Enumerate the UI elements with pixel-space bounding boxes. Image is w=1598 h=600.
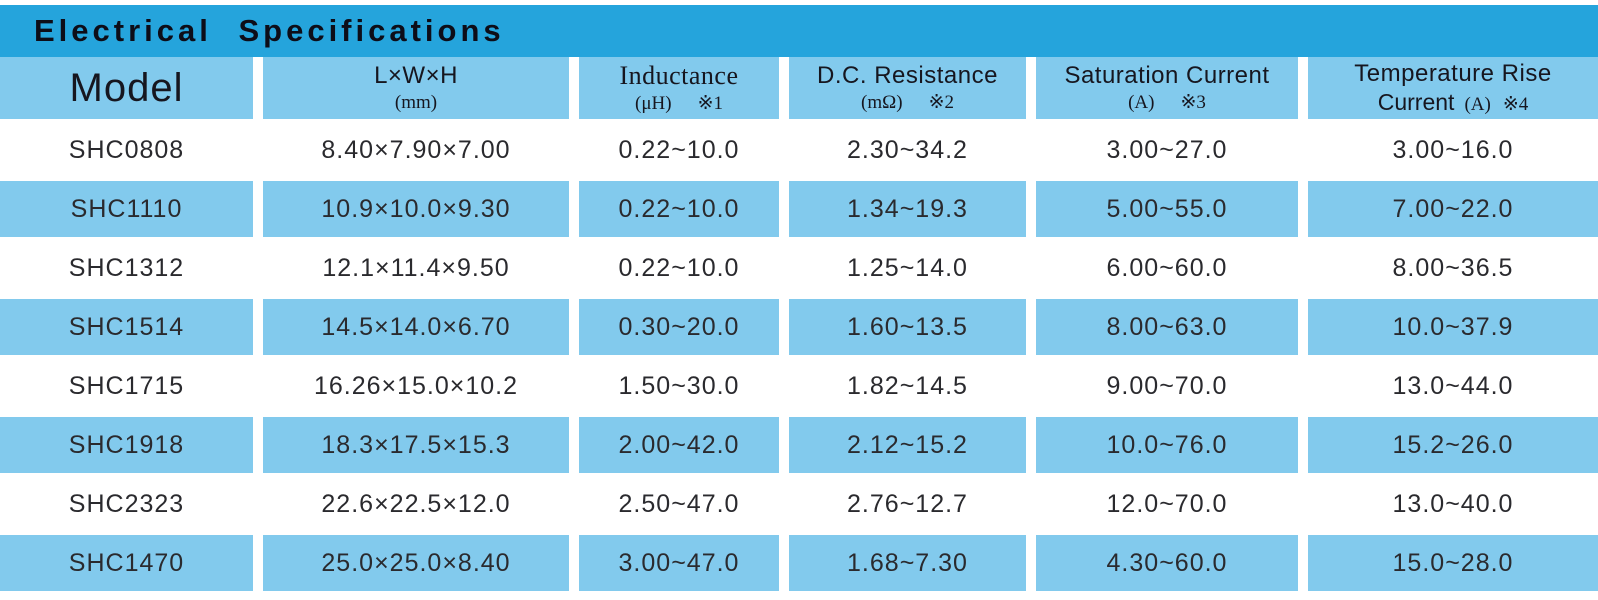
model-cell: SHC0808 bbox=[0, 122, 253, 178]
model-cell: SHC1918 bbox=[0, 417, 253, 473]
column-header-unit: (mm) bbox=[394, 91, 438, 113]
value-cell: 0.22~10.0 bbox=[579, 240, 779, 296]
column-header-temperature-rise-current: Temperature Rise Current (A) ※4 bbox=[1308, 57, 1598, 119]
model-cell: SHC1470 bbox=[0, 535, 253, 591]
column-header-units: (mm) bbox=[395, 92, 437, 114]
column-header-label: Temperature Rise bbox=[1354, 59, 1552, 87]
column-header-footnote-ref: ※2 bbox=[928, 91, 954, 113]
model-cell: SHC1715 bbox=[0, 358, 253, 414]
value-cell: 3.00~16.0 bbox=[1308, 122, 1598, 178]
column-header-dimensions: L×W×H (mm) bbox=[263, 57, 569, 119]
column-header-unit: (μH) bbox=[635, 93, 672, 115]
value-cell: 13.0~40.0 bbox=[1308, 476, 1598, 532]
value-cell: 9.00~70.0 bbox=[1036, 358, 1298, 414]
value-cell: 10.0~37.9 bbox=[1308, 299, 1598, 355]
value-cell: 2.50~47.0 bbox=[579, 476, 779, 532]
value-cell: 1.68~7.30 bbox=[789, 535, 1026, 591]
column-header-label: Saturation Current bbox=[1064, 62, 1270, 90]
section-title-bar: Electrical Specifications bbox=[0, 5, 1598, 57]
value-cell: 1.25~14.0 bbox=[789, 240, 1026, 296]
column-header-label: Inductance bbox=[619, 61, 739, 91]
value-cell: 1.60~13.5 bbox=[789, 299, 1026, 355]
value-cell: 15.2~26.0 bbox=[1308, 417, 1598, 473]
column-header-footnote-ref: ※1 bbox=[697, 93, 723, 115]
value-cell: 2.12~15.2 bbox=[789, 417, 1026, 473]
value-cell: 8.00~36.5 bbox=[1308, 240, 1598, 296]
column-header-sublabel: Current bbox=[1377, 89, 1455, 116]
column-header-units: (μH) ※1 bbox=[635, 93, 723, 115]
value-cell: 2.00~42.0 bbox=[579, 417, 779, 473]
column-header-saturation-current: Saturation Current (A) ※3 bbox=[1036, 57, 1298, 119]
value-cell: 4.30~60.0 bbox=[1036, 535, 1298, 591]
value-cell: 1.50~30.0 bbox=[579, 358, 779, 414]
model-cell: SHC1312 bbox=[0, 240, 253, 296]
value-cell: 18.3×17.5×15.3 bbox=[263, 417, 569, 473]
column-header-label: D.C. Resistance bbox=[817, 62, 998, 90]
value-cell: 0.22~10.0 bbox=[579, 181, 779, 237]
spec-table: Model L×W×H (mm) Inductance (μH) ※1 D.C.… bbox=[0, 57, 1598, 591]
column-header-inductance: Inductance (μH) ※1 bbox=[579, 57, 779, 119]
value-cell: 22.6×22.5×12.0 bbox=[263, 476, 569, 532]
value-cell: 12.1×11.4×9.50 bbox=[263, 240, 569, 296]
column-header-unit: (mΩ) bbox=[861, 91, 903, 113]
value-cell: 3.00~27.0 bbox=[1036, 122, 1298, 178]
value-cell: 0.22~10.0 bbox=[579, 122, 779, 178]
column-header-units: Current (A) ※4 bbox=[1378, 89, 1529, 116]
value-cell: 6.00~60.0 bbox=[1036, 240, 1298, 296]
value-cell: 13.0~44.0 bbox=[1308, 358, 1598, 414]
value-cell: 5.00~55.0 bbox=[1036, 181, 1298, 237]
column-header-footnote-ref: ※3 bbox=[1180, 91, 1206, 113]
column-header-units: (mΩ) ※2 bbox=[861, 92, 954, 114]
value-cell: 8.00~63.0 bbox=[1036, 299, 1298, 355]
value-cell: 8.40×7.90×7.00 bbox=[263, 122, 569, 178]
value-cell: 1.82~14.5 bbox=[789, 358, 1026, 414]
page-title: Electrical Specifications bbox=[34, 13, 505, 48]
value-cell: 10.9×10.0×9.30 bbox=[263, 181, 569, 237]
model-cell: SHC2323 bbox=[0, 476, 253, 532]
column-header-footnote-ref: ※4 bbox=[1502, 94, 1529, 116]
value-cell: 10.0~76.0 bbox=[1036, 417, 1298, 473]
column-header-unit: (A) bbox=[1464, 94, 1491, 116]
column-header-label: L×W×H bbox=[374, 62, 458, 90]
value-cell: 25.0×25.0×8.40 bbox=[263, 535, 569, 591]
value-cell: 0.30~20.0 bbox=[579, 299, 779, 355]
value-cell: 12.0~70.0 bbox=[1036, 476, 1298, 532]
column-header-dc-resistance: D.C. Resistance (mΩ) ※2 bbox=[789, 57, 1026, 119]
value-cell: 1.34~19.3 bbox=[789, 181, 1026, 237]
column-header-unit: (A) bbox=[1128, 91, 1155, 113]
column-header-label: Model bbox=[69, 66, 184, 110]
value-cell: 15.0~28.0 bbox=[1308, 535, 1598, 591]
value-cell: 2.76~12.7 bbox=[789, 476, 1026, 532]
model-cell: SHC1514 bbox=[0, 299, 253, 355]
value-cell: 16.26×15.0×10.2 bbox=[263, 358, 569, 414]
model-cell: SHC1110 bbox=[0, 181, 253, 237]
value-cell: 3.00~47.0 bbox=[579, 535, 779, 591]
value-cell: 14.5×14.0×6.70 bbox=[263, 299, 569, 355]
value-cell: 2.30~34.2 bbox=[789, 122, 1026, 178]
column-header-units: (A) ※3 bbox=[1128, 92, 1206, 114]
column-header-model: Model bbox=[0, 57, 253, 119]
value-cell: 7.00~22.0 bbox=[1308, 181, 1598, 237]
